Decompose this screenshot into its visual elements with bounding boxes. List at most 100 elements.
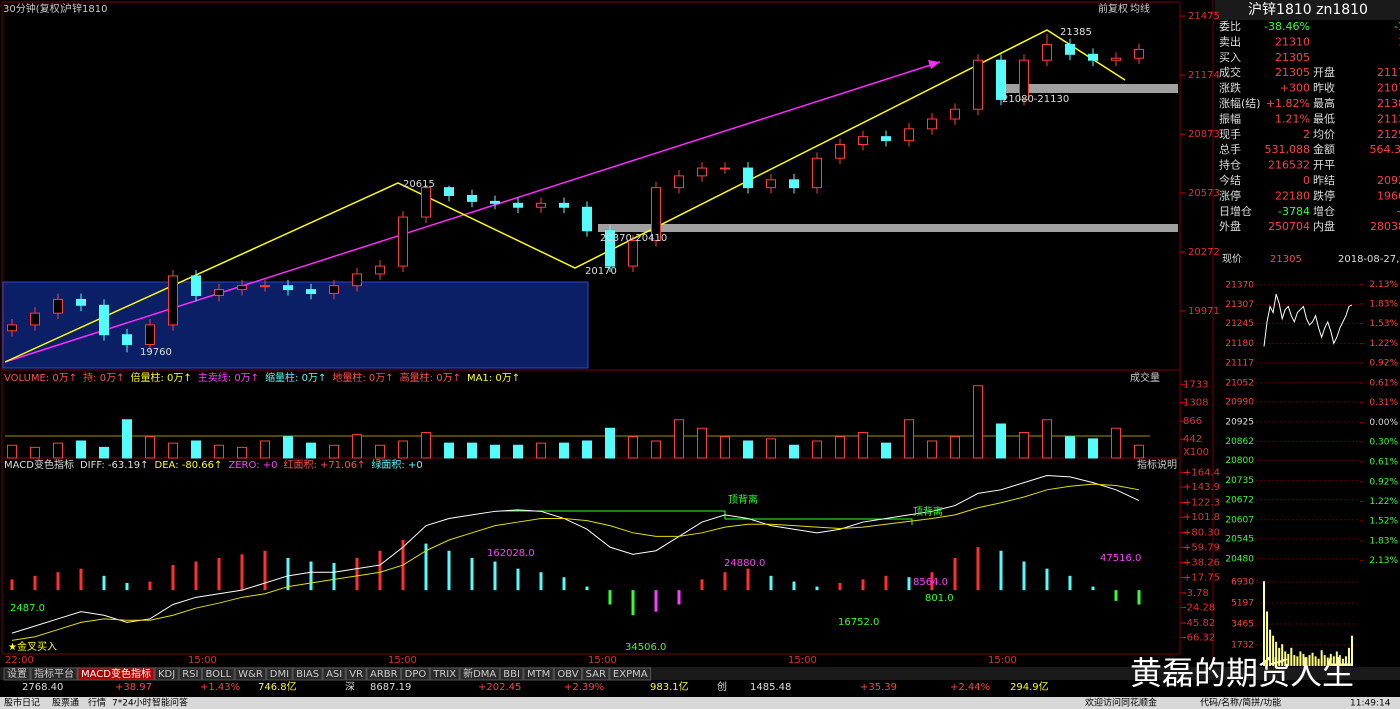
volume-bar: [467, 442, 477, 459]
candle-body: [53, 298, 63, 314]
volume-bar: [145, 436, 155, 459]
indicator-tab[interactable]: MTM: [527, 669, 550, 680]
y-tick-label: -66.32: [1183, 633, 1215, 644]
tab-box: [523, 667, 554, 681]
macd-annotation: 顶背离: [913, 505, 943, 518]
volume-bar: [329, 444, 339, 459]
macd-annotation: 2487.0: [10, 603, 45, 614]
candle-body: [76, 298, 86, 306]
y-tick-label: +143.9: [1183, 482, 1220, 493]
indicator-tab[interactable]: 指标平台: [34, 667, 74, 680]
tab-box: [178, 667, 202, 681]
quote-label: 开盘: [1313, 65, 1335, 79]
taskbar-item[interactable]: 代码/名称/简拼/功能: [1200, 697, 1281, 709]
quote-value: 21310: [1275, 35, 1310, 48]
legend-item: ZERO: +0: [228, 460, 277, 471]
indicator-tab[interactable]: TRIX: [432, 669, 456, 680]
candle-body: [559, 202, 569, 208]
legend-item: DIFF: -63.19↑: [80, 460, 149, 471]
indicator-tab[interactable]: RSI: [182, 669, 198, 680]
candle-body: [789, 179, 799, 189]
candle-body: [214, 289, 224, 296]
volume-bar: [237, 446, 247, 459]
quote-label: 涨幅(结): [1219, 97, 1261, 110]
candle-body: [283, 285, 293, 291]
quote-value: 216532: [1268, 159, 1310, 172]
volume-bar: [99, 446, 109, 459]
price-annotation: 20615: [403, 179, 435, 190]
panel-button[interactable]: 指标说明: [1137, 458, 1177, 471]
status-item: 创: [717, 680, 727, 693]
volume-bar: [743, 440, 753, 459]
volume-bar: [444, 442, 454, 459]
quote-label: 最低: [1313, 112, 1335, 125]
y-tick-label: 1733: [1183, 379, 1208, 390]
taskbar-item[interactable]: 股票通: [52, 698, 79, 709]
mini-price: 21305: [1270, 254, 1302, 265]
x-tick-label: 15:00: [988, 655, 1017, 666]
indicator-tab[interactable]: W&R: [238, 669, 263, 680]
quote-value: -3784: [1278, 205, 1310, 218]
quote-label: 外盘: [1219, 219, 1241, 233]
toolbar-button[interactable]: 前复权: [1098, 2, 1128, 15]
y-tick-label: +38.26: [1183, 558, 1220, 569]
y-tick-label: +59.79: [1183, 542, 1220, 553]
taskbar-item[interactable]: 行情: [88, 697, 106, 709]
candle-body: [444, 187, 454, 196]
indicator-tab[interactable]: SAR: [586, 669, 606, 680]
candle-body: [513, 202, 523, 208]
taskbar-item: 11:49:14: [1350, 699, 1391, 709]
indicator-tab[interactable]: 设置: [7, 668, 27, 680]
quote-label: 成交: [1219, 65, 1241, 79]
indicator-tab[interactable]: VR: [349, 669, 363, 680]
volume-bar: [1065, 436, 1075, 459]
quote-label: 昨结: [1313, 174, 1335, 187]
indicator-tab[interactable]: ARBR: [370, 669, 398, 680]
indicator-tab[interactable]: BOLL: [205, 669, 231, 680]
indicator-tab[interactable]: DMI: [270, 669, 289, 680]
panel-button[interactable]: 成交量: [1130, 371, 1160, 384]
y2-tick-label: 1.22%: [1369, 497, 1398, 507]
indicator-tab[interactable]: KDJ: [158, 669, 175, 680]
candle-body: [260, 285, 270, 288]
indicator-tab[interactable]: DPO: [405, 669, 427, 680]
macd-annotation: 顶背离: [728, 493, 758, 506]
toolbar-button[interactable]: 均线: [1130, 2, 1150, 15]
indicator-tab[interactable]: ASI: [326, 669, 342, 680]
tab-box: [154, 667, 179, 681]
candle-body: [1019, 59, 1029, 100]
taskbar-item[interactable]: 7*24小时: [112, 697, 152, 709]
volume-bar: [835, 436, 845, 459]
indicator-tab[interactable]: OBV: [557, 669, 578, 680]
taskbar-item[interactable]: 智能问答: [152, 697, 188, 709]
y-tick-label: -45.82: [1183, 618, 1215, 629]
indicator-tab[interactable]: MACD变色指标: [81, 667, 151, 680]
candle-body: [306, 289, 316, 295]
volume-bar: [1134, 444, 1144, 459]
y-tick-label: 20672: [1225, 495, 1254, 505]
indicator-tab[interactable]: BIAS: [296, 669, 319, 680]
tab-box: [266, 667, 293, 681]
quote-value: 22180: [1275, 189, 1310, 202]
status-item: +1.43%: [200, 682, 240, 693]
volume-bar: [260, 440, 270, 459]
x-tick-label: 15:00: [588, 655, 617, 666]
volume-bar: [651, 440, 661, 459]
y-tick-label: -24.28: [1183, 603, 1215, 614]
candle-body: [536, 202, 546, 208]
tab-box: [609, 667, 652, 681]
quote-value: +1.82%: [1266, 97, 1310, 110]
quote-label: 日增仓: [1219, 204, 1252, 218]
macd-annotation: 162028.0: [487, 548, 535, 559]
volume-bar: [1111, 427, 1121, 459]
legend-item: MACD变色指标: [4, 458, 74, 471]
quote-value: 1.21%: [1275, 112, 1310, 125]
y-tick-label: 19971: [1188, 306, 1220, 317]
indicator-tab[interactable]: BBI: [503, 669, 520, 680]
candle-body: [467, 194, 477, 202]
indicator-tab[interactable]: EXPMA: [613, 669, 648, 680]
y-tick-label: 6930: [1231, 578, 1254, 588]
taskbar-item[interactable]: 股市日记: [4, 697, 40, 709]
indicator-tab[interactable]: 新DMA: [463, 667, 496, 680]
volume-bar: [1019, 431, 1029, 459]
